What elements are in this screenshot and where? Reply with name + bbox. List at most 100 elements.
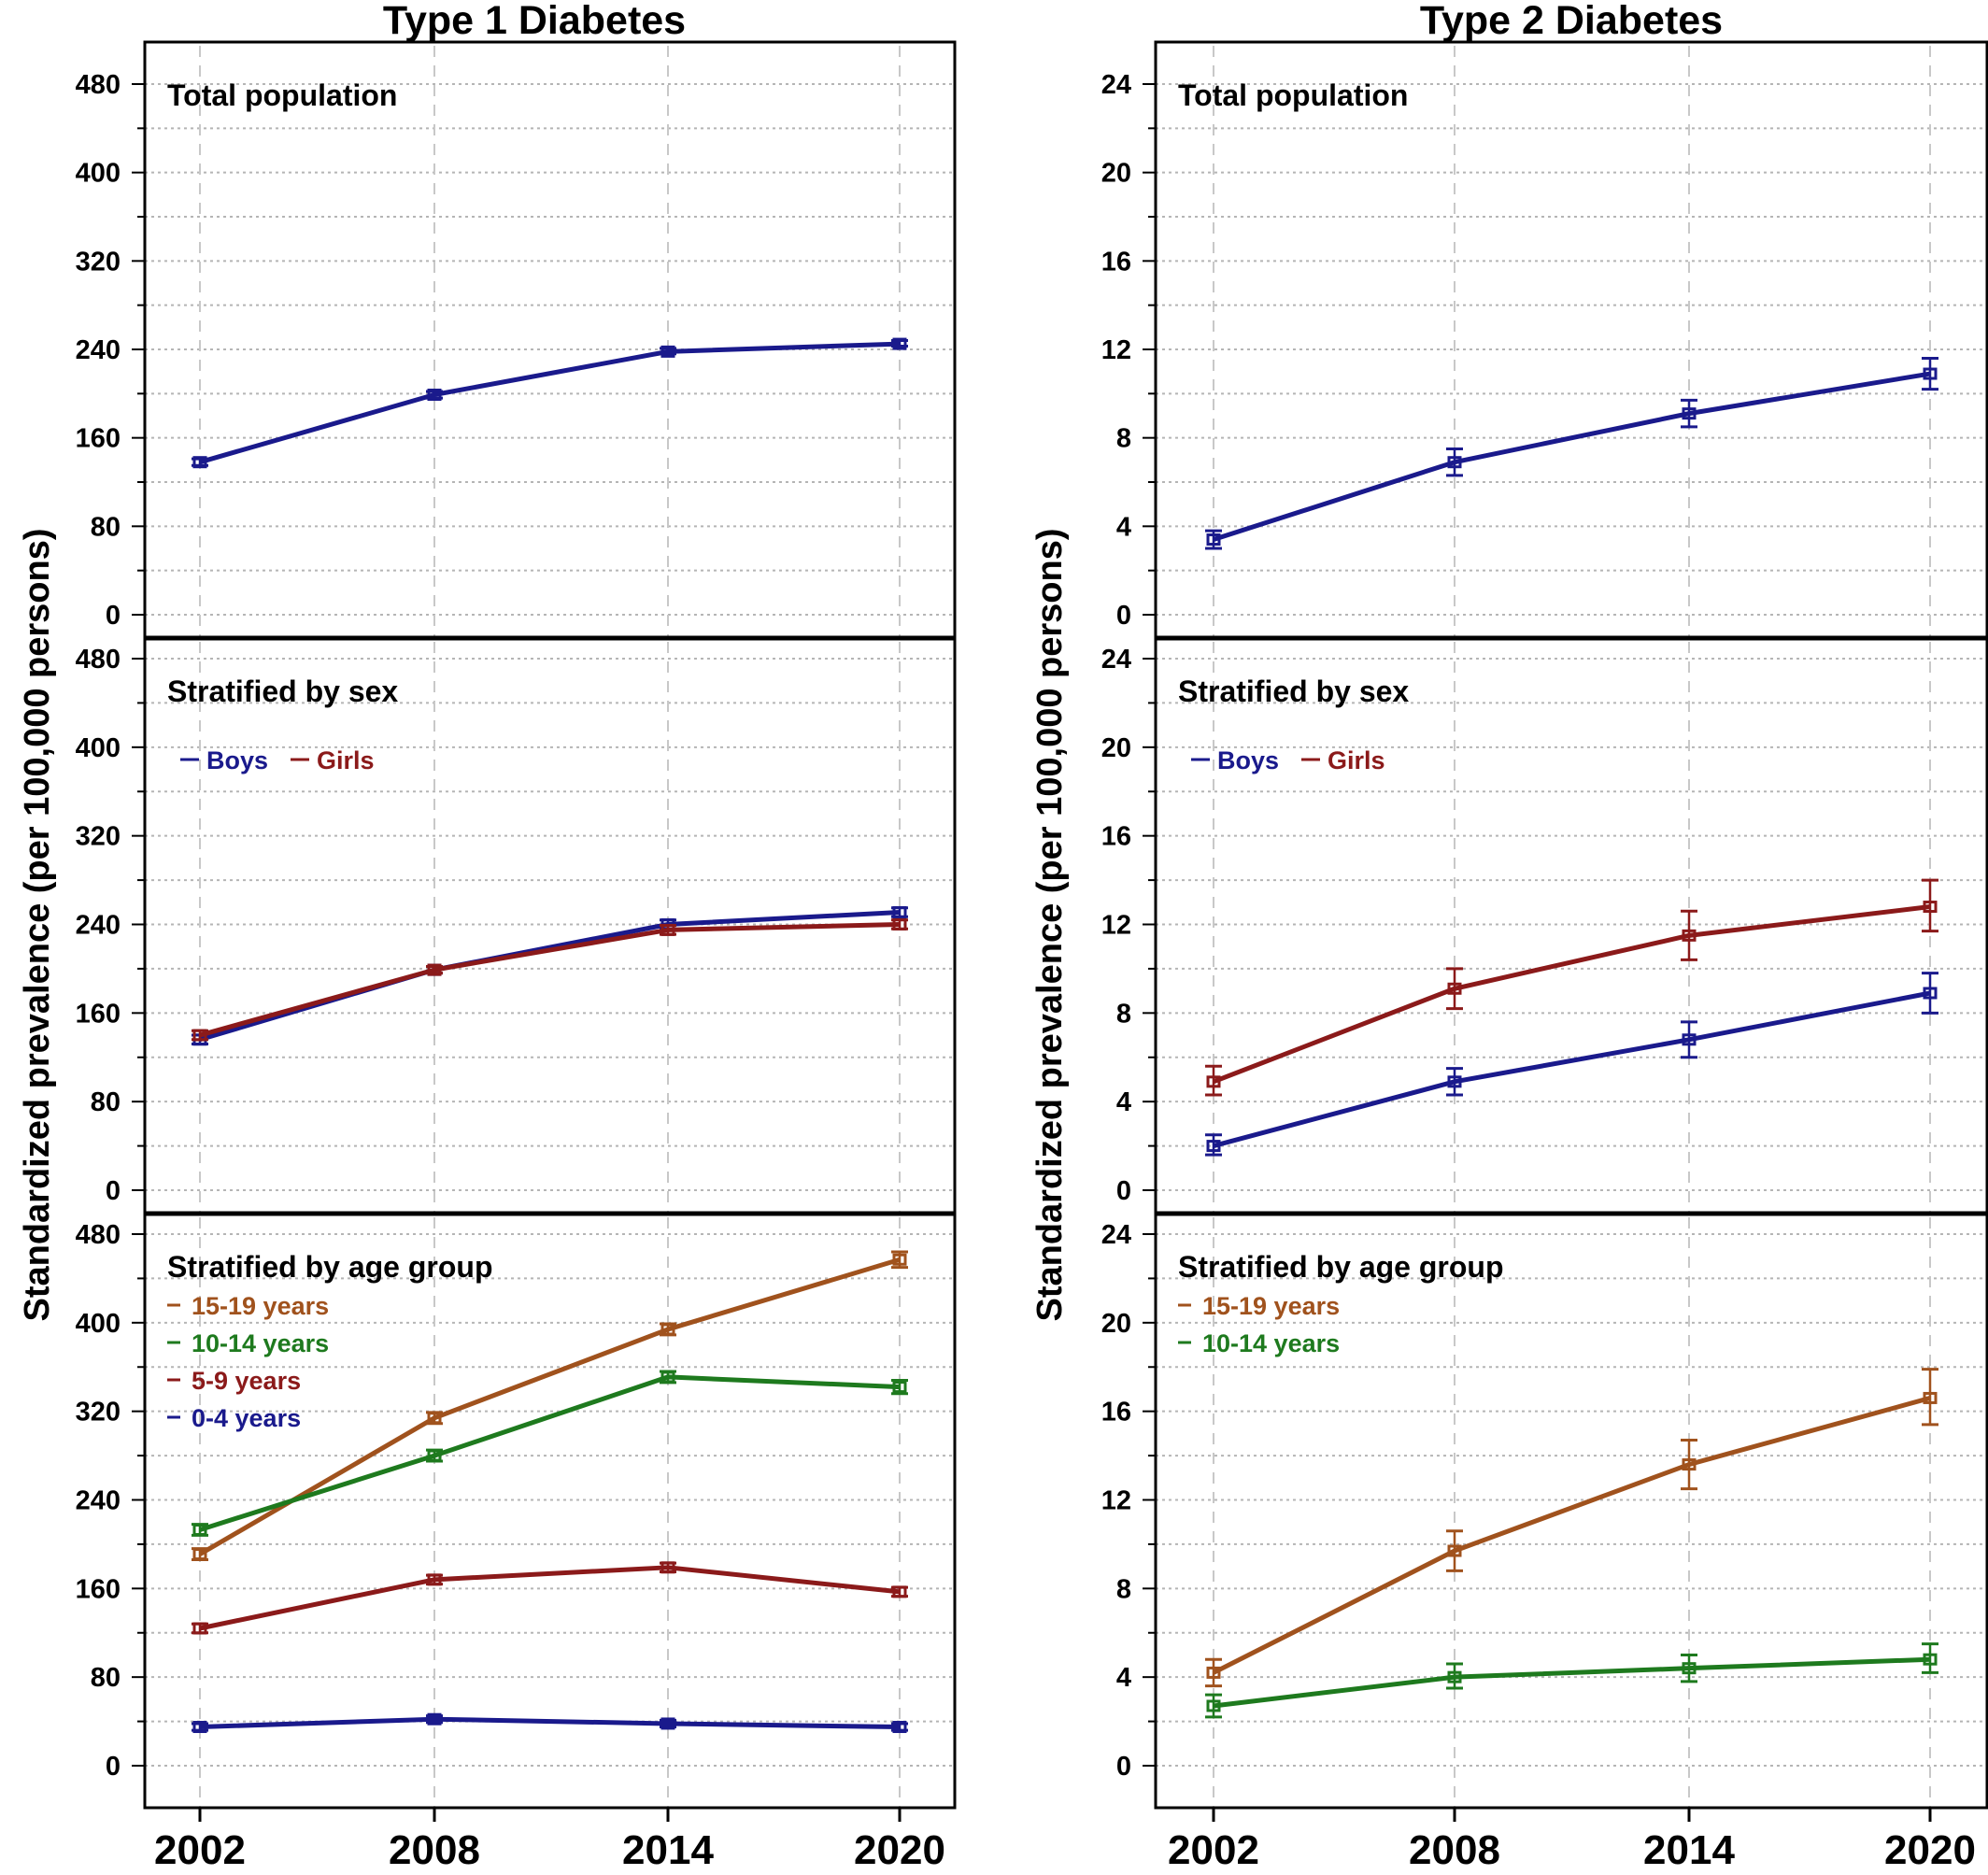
y-tick-label: 240: [76, 335, 121, 365]
y-tick-label: 0: [1116, 1176, 1131, 1206]
panel-3: 0 80 160 240 320 400 480 Stratified by age grou…: [76, 1217, 955, 1808]
data-point: [1206, 1140, 1221, 1153]
y-tick-label: 0: [106, 1752, 121, 1782]
x-tick-label: 2008: [389, 1827, 480, 1870]
y-tick-label: 12: [1101, 911, 1131, 941]
y-tick-label: 4: [1116, 1663, 1131, 1693]
y-tick-label: 24: [1101, 70, 1131, 100]
series-10-14-years: [192, 1370, 908, 1537]
y-tick-label: 400: [76, 733, 121, 763]
series-girls: [1205, 878, 1938, 1097]
panel-1: 0 80 160 240 320 400 480 Total population: [76, 46, 955, 638]
data-point: [892, 1253, 907, 1266]
y-tick-label: 320: [76, 822, 121, 852]
series-line: [199, 1716, 901, 1730]
data-point: [1682, 1662, 1697, 1675]
data-point: [892, 905, 907, 918]
col-title-type1: Type 1 Diabetes: [383, 0, 686, 43]
data-point: [192, 1524, 207, 1537]
series-line: [198, 1257, 901, 1556]
data-point: [192, 1548, 207, 1561]
panel-5: 0 4 8 12 16 20 24 Stratified by sex Boys Girls: [1101, 642, 1987, 1214]
x-tick-label: 2020: [854, 1827, 945, 1870]
data-point: [1447, 982, 1462, 995]
legend-label: Girls: [1328, 746, 1385, 774]
data-point: [1682, 407, 1697, 420]
y-tick-label: 24: [1101, 645, 1131, 675]
series-line: [199, 1374, 901, 1532]
y-tick-label: 320: [76, 247, 121, 277]
legend-label: 5-9 years: [192, 1367, 301, 1395]
series-line: [1213, 990, 1931, 1148]
y-tick-label: 80: [91, 512, 121, 542]
series-line: [199, 341, 901, 465]
y-tick-label: 8: [1116, 424, 1131, 454]
data-point: [192, 456, 207, 469]
series-line: [1213, 904, 1931, 1085]
data-point: [660, 923, 675, 936]
x-tick-label: 2020: [1884, 1827, 1976, 1870]
data-point: [892, 1585, 907, 1598]
y-tick-label: 0: [106, 601, 121, 631]
data-point: [1923, 1391, 1938, 1404]
data-point: [660, 345, 675, 358]
column-frame-2: [1154, 40, 1988, 1810]
panel-2: 0 80 160 240 320 400 480 Stratified by sex Boys G…: [76, 642, 955, 1214]
y-tick-label: 8: [1116, 999, 1131, 1029]
x-tick-label: 2008: [1409, 1827, 1500, 1870]
y-tick-label: 480: [76, 70, 121, 100]
data-point: [427, 963, 442, 976]
data-point: [192, 1622, 207, 1635]
y-axis-label-1: Standardized prevalence (per 100,000 per…: [18, 528, 57, 1321]
data-point: [1206, 1075, 1221, 1088]
x-tick-label: 2014: [622, 1827, 714, 1870]
y-tick-label: 0: [1116, 601, 1131, 631]
data-point: [892, 337, 907, 350]
data-point: [1447, 1544, 1462, 1557]
legend-label: 10-14 years: [192, 1329, 329, 1357]
legend-label: 15-19 years: [1202, 1292, 1340, 1320]
data-point: [660, 1717, 675, 1730]
data-point: [892, 918, 907, 930]
legend-label: Girls: [317, 746, 375, 774]
data-point: [1206, 533, 1221, 547]
panel-title: Total population: [1178, 78, 1408, 112]
y-tick-label: 0: [1116, 1752, 1131, 1782]
legend-label: 15-19 years: [192, 1292, 329, 1320]
series-line: [199, 1565, 901, 1631]
y-tick-label: 240: [76, 1486, 121, 1516]
series-line: [1213, 371, 1931, 542]
series-total: [192, 337, 908, 469]
y-tick-label: 16: [1101, 822, 1131, 852]
series-girls: [192, 918, 908, 1042]
data-point: [1923, 1653, 1938, 1666]
data-point: [192, 1029, 207, 1042]
series-line: [199, 922, 901, 1038]
series-total: [1205, 356, 1938, 550]
panel-title: Stratified by sex: [1178, 675, 1409, 708]
data-point: [1682, 929, 1697, 942]
panel-title: Stratified by age group: [1178, 1250, 1503, 1284]
series-boys: [1205, 972, 1938, 1157]
data-point: [427, 1449, 442, 1462]
y-tick-label: 80: [91, 1663, 121, 1693]
y-tick-label: 4: [1116, 512, 1131, 542]
y-tick-label: 160: [76, 999, 121, 1029]
data-point: [660, 1323, 675, 1336]
data-point: [1206, 1699, 1221, 1712]
y-axis-label-2: Standardized prevalence (per 100,000 per…: [1030, 528, 1070, 1321]
y-tick-label: 80: [91, 1087, 121, 1117]
x-tick-label: 2002: [1168, 1827, 1259, 1870]
data-point: [1682, 1033, 1697, 1046]
y-tick-label: 20: [1101, 159, 1131, 189]
series-line: [1213, 1656, 1931, 1709]
data-point: [1447, 456, 1462, 469]
panel-4: 0 4 8 12 16 20 24 Total population: [1101, 46, 1987, 638]
x-tick-label: 2014: [1643, 1827, 1735, 1870]
data-point: [192, 1721, 207, 1734]
series-15-19-years: [1205, 1368, 1938, 1688]
y-tick-label: 4: [1116, 1087, 1131, 1117]
y-tick-label: 160: [76, 424, 121, 454]
y-tick-label: 8: [1116, 1574, 1131, 1604]
